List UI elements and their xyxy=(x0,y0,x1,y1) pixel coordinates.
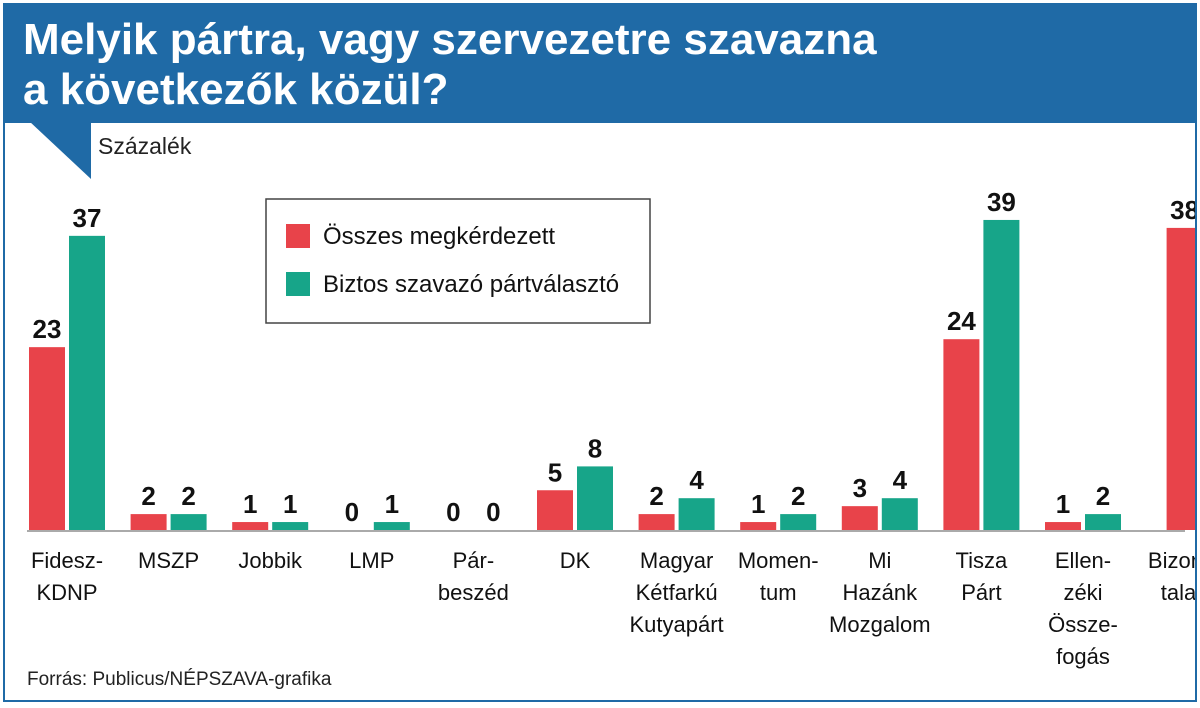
unit-label: Százalék xyxy=(98,133,192,159)
data-label-osszes-3: 0 xyxy=(345,497,359,527)
legend-label-1: Biztos szavazó pártválasztó xyxy=(323,271,619,298)
category-label-6: Magyar Kétfarkú Kutyapárt xyxy=(630,548,724,637)
data-label-biztos-5: 8 xyxy=(588,433,602,463)
category-label-2: Jobbik xyxy=(238,548,303,573)
title-banner: Melyik pártra, vagy szervezetre szavazna… xyxy=(5,5,1195,123)
bar-biztos-8 xyxy=(881,498,918,530)
chart-title: Melyik pártra, vagy szervezetre szavazna… xyxy=(23,15,877,114)
bar-biztos-2 xyxy=(272,522,309,530)
data-label-osszes-4: 0 xyxy=(446,497,460,527)
bar-biztos-1 xyxy=(170,514,207,530)
data-label-biztos-10: 2 xyxy=(1096,481,1110,511)
data-label-biztos-4: 0 xyxy=(486,497,500,527)
source-note: Forrás: Publicus/NÉPSZAVA-grafika xyxy=(27,669,332,690)
data-label-osszes-7: 1 xyxy=(751,489,765,519)
bar-osszes-9 xyxy=(943,339,980,530)
bar-biztos-3 xyxy=(373,522,410,530)
bar-osszes-1 xyxy=(130,514,167,530)
chart-frame: Melyik pártra, vagy szervezetre szavazna… xyxy=(3,3,1197,702)
legend-swatch-1 xyxy=(286,272,310,296)
data-label-biztos-1: 2 xyxy=(181,481,195,511)
data-label-osszes-11: 38 xyxy=(1170,195,1197,225)
bar-osszes-7 xyxy=(740,522,777,530)
category-label-4: Pár-beszéd xyxy=(438,548,509,605)
data-label-osszes-0: 23 xyxy=(33,314,62,344)
legend-label-0: Összes megkérdezett xyxy=(323,223,555,250)
banner-pointer-icon xyxy=(29,121,91,179)
data-label-osszes-9: 24 xyxy=(947,306,976,336)
data-label-biztos-3: 1 xyxy=(385,489,399,519)
legend-box xyxy=(265,198,651,324)
data-label-osszes-6: 2 xyxy=(649,481,663,511)
category-label-8: Mi Hazánk Mozgalom xyxy=(829,548,930,637)
category-label-3: LMP xyxy=(349,548,394,573)
data-label-osszes-1: 2 xyxy=(141,481,155,511)
data-label-biztos-6: 4 xyxy=(689,465,704,495)
category-label-7: Momen-tum xyxy=(738,548,819,605)
category-label-5: DK xyxy=(560,548,591,573)
bar-osszes-6 xyxy=(638,514,675,530)
data-label-biztos-7: 2 xyxy=(791,481,805,511)
category-label-9: Tisza Párt xyxy=(956,548,1009,605)
bar-biztos-9 xyxy=(983,219,1020,530)
category-label-1: MSZP xyxy=(138,548,199,573)
bar-osszes-10 xyxy=(1045,522,1081,530)
bar-osszes-11 xyxy=(1166,227,1195,530)
bar-biztos-5 xyxy=(577,466,613,530)
data-label-biztos-8: 4 xyxy=(893,465,908,495)
data-label-biztos-2: 1 xyxy=(283,489,297,519)
bar-biztos-7 xyxy=(780,514,817,530)
category-label-11: Bizony-talan xyxy=(1148,548,1197,605)
bar-osszes-5 xyxy=(537,490,573,530)
data-label-biztos-9: 39 xyxy=(987,187,1016,217)
bar-osszes-0 xyxy=(29,347,65,530)
bar-osszes-8 xyxy=(841,506,878,530)
data-label-osszes-10: 1 xyxy=(1056,489,1070,519)
data-label-osszes-5: 5 xyxy=(548,457,562,487)
data-label-osszes-8: 3 xyxy=(853,473,867,503)
data-label-biztos-0: 37 xyxy=(73,203,102,233)
bar-biztos-0 xyxy=(69,235,105,530)
data-label-osszes-2: 1 xyxy=(243,489,257,519)
category-label-0: Fidesz-KDNP xyxy=(31,548,103,605)
bar-biztos-6 xyxy=(678,498,715,530)
legend-swatch-0 xyxy=(286,224,310,248)
category-label-10: Ellen-zéki Össze-fogás xyxy=(1048,548,1118,669)
bar-osszes-2 xyxy=(232,522,269,530)
bar-biztos-10 xyxy=(1085,514,1121,530)
